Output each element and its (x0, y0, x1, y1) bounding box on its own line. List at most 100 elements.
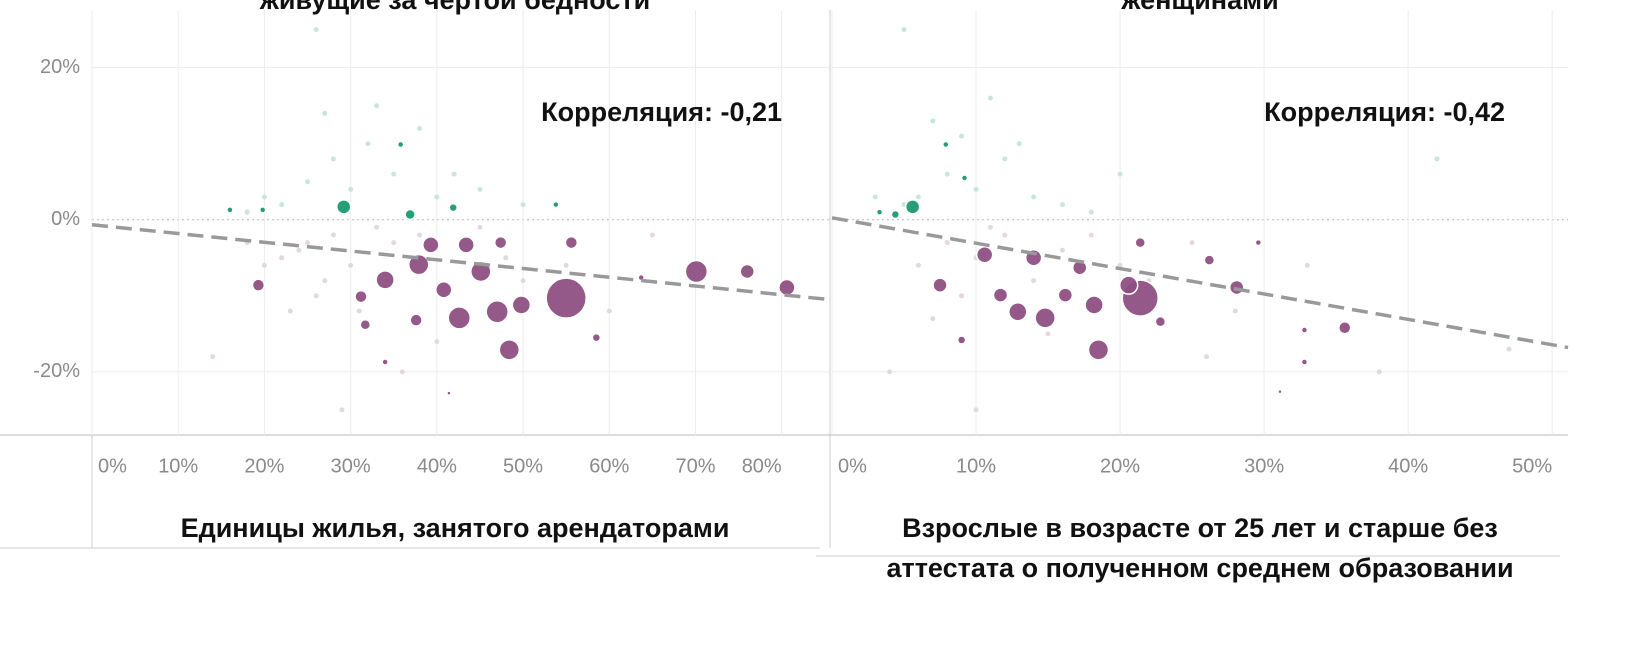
chart-title: женщинами (1121, 0, 1279, 15)
data-point (359, 318, 372, 331)
data-point (1277, 388, 1283, 395)
data-point (944, 240, 950, 246)
data-point (606, 308, 612, 314)
data-point (915, 194, 921, 200)
data-point (591, 332, 602, 343)
data-point (887, 369, 893, 375)
x-tick-label: 40% (417, 455, 457, 477)
data-point (956, 335, 967, 345)
data-point (485, 300, 509, 324)
data-point (356, 308, 362, 314)
data-point (244, 209, 250, 215)
data-point (872, 194, 878, 200)
data-point (446, 390, 452, 396)
data-point (1088, 232, 1094, 238)
data-point (451, 171, 457, 177)
data-point (261, 194, 267, 200)
data-point (348, 262, 354, 268)
x-tick-label: 50% (1512, 455, 1552, 477)
data-point (1088, 209, 1094, 215)
data-point (973, 407, 979, 413)
data-point (391, 171, 397, 177)
data-point (987, 95, 993, 101)
data-point (875, 208, 884, 216)
data-point (511, 295, 532, 315)
x-tick-label: 70% (675, 455, 715, 477)
data-point (1434, 156, 1440, 162)
data-point (1154, 315, 1167, 328)
data-point (973, 186, 979, 192)
data-point (930, 118, 936, 124)
data-point (1506, 346, 1512, 352)
data-point (226, 206, 234, 214)
data-point (1118, 275, 1139, 295)
data-point (477, 186, 483, 192)
data-point (1189, 240, 1195, 246)
x-tick-label: 0% (838, 455, 867, 477)
data-point (520, 278, 526, 284)
data-point (1031, 194, 1037, 200)
x-tick-label: 40% (1388, 455, 1428, 477)
data-point (1045, 331, 1051, 337)
data-point (987, 224, 993, 230)
x-tick-label: 50% (503, 455, 543, 477)
data-point (335, 199, 352, 215)
data-point (1376, 369, 1382, 375)
data-point (348, 186, 354, 192)
trend-line (91, 223, 831, 302)
data-point (375, 270, 395, 290)
data-point (684, 259, 709, 284)
data-point (322, 110, 328, 116)
data-point (279, 202, 285, 208)
x-tick-label: 10% (158, 455, 198, 477)
data-point (1232, 308, 1238, 314)
data-point (435, 280, 453, 299)
data-point (975, 246, 994, 264)
annotation: Корреляция: -0,42 (1264, 97, 1505, 127)
data-point (365, 141, 371, 147)
data-point (381, 358, 389, 366)
data-point (915, 262, 921, 268)
data-point (890, 209, 901, 220)
data-point (1002, 156, 1008, 162)
x-tick-label: 80% (742, 455, 782, 477)
data-point (1338, 321, 1352, 335)
data-point (417, 126, 423, 132)
data-point (649, 232, 655, 238)
data-point (959, 133, 965, 139)
data-point (493, 235, 508, 250)
data-point (1059, 202, 1065, 208)
data-point (930, 316, 936, 322)
data-point (1300, 326, 1309, 334)
data-point (448, 202, 458, 213)
data-point (904, 199, 921, 215)
data-point (552, 200, 560, 209)
data-point (1034, 307, 1056, 329)
data-point (960, 174, 969, 182)
data-point (258, 206, 267, 214)
data-point (1059, 247, 1065, 253)
x-tick-label: 30% (1244, 455, 1284, 477)
data-point (1057, 287, 1074, 303)
data-point (354, 289, 368, 304)
data-point (739, 263, 755, 280)
data-point (374, 224, 380, 230)
data-point (1087, 339, 1110, 361)
data-point (563, 262, 569, 268)
data-point (251, 278, 266, 292)
data-point (1016, 141, 1022, 147)
data-point (1031, 278, 1037, 284)
data-point (408, 253, 430, 276)
data-point (417, 232, 423, 238)
data-point (1304, 262, 1310, 268)
data-point (1134, 236, 1146, 249)
data-point (261, 262, 267, 268)
y-tick-label: 0% (51, 208, 80, 230)
data-point (396, 140, 405, 149)
data-point (1254, 238, 1263, 247)
data-point (305, 240, 311, 246)
data-point (545, 277, 587, 319)
x-tick-label: 30% (331, 455, 371, 477)
